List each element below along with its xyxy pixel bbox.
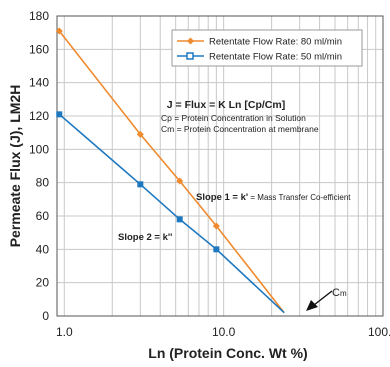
cm-arrow-line	[313, 290, 333, 306]
cm-definition: Cm = Protein Concentration at membrane	[161, 124, 319, 134]
data-point-series-1	[212, 222, 220, 230]
x-tick-label: 10.0	[212, 325, 236, 339]
axes: 0 20 40 60 80 100 120 140 160 180 1.0 10.0 100.0 Ln (…	[7, 9, 390, 361]
y-tick-label: 140	[29, 76, 49, 90]
data-point-series-1	[136, 130, 144, 138]
cm-label: Cm	[332, 287, 347, 299]
x-tick-label: 1.0	[56, 325, 73, 339]
y-axis-title: Permeate Flux (J), LM2H	[7, 85, 23, 248]
data-point-series-2	[56, 111, 63, 118]
y-tick-label: 20	[36, 276, 50, 290]
series-line-1	[58, 30, 285, 314]
data-point-series-2	[137, 181, 144, 188]
legend-marker	[187, 37, 194, 45]
y-tick-label: 0	[42, 309, 49, 323]
slope2-label: Slope 2 = k''	[118, 232, 172, 243]
x-tick-label: 100.0	[368, 325, 390, 339]
y-tick-label: 180	[29, 9, 49, 23]
data-point-series-2	[176, 216, 183, 223]
data-point-series-2	[213, 246, 220, 253]
y-tick-label: 100	[29, 142, 49, 156]
y-tick-label: 80	[36, 176, 50, 190]
legend-label: Retentate Flow Rate: 80 ml/min	[209, 37, 342, 48]
slope1-description: = Mass Transfer Co-efficient	[248, 193, 351, 202]
cm-label-c: C	[332, 287, 340, 299]
formula-text: J = Flux = K Ln [Cp/Cm]	[167, 99, 285, 111]
cm-label-m: m	[340, 289, 347, 298]
series-group	[55, 27, 285, 314]
annotations: J = Flux = K Ln [Cp/Cm] Cp = Protein Conc…	[118, 99, 351, 311]
legend-label: Retentate Flow Rate: 50 ml/min	[209, 52, 342, 63]
data-point-series-1	[176, 177, 184, 185]
cp-definition: Cp = Protein Concentration in Solution	[161, 113, 306, 123]
legend-marker	[186, 52, 194, 60]
legend-box	[171, 29, 363, 67]
data-point-series-1	[55, 27, 63, 35]
plot-frame	[56, 15, 384, 317]
y-tick-label: 120	[29, 109, 49, 123]
slope1-label: Slope 1 = k'	[196, 192, 248, 203]
x-axis-title: Ln (Protein Conc. Wt %)	[148, 345, 307, 361]
slope1-annotation: Slope 1 = k' = Mass Transfer Co-efficien…	[196, 192, 351, 203]
y-tick-label: 60	[36, 209, 50, 223]
y-tick-label: 40	[36, 242, 50, 256]
legend: Retentate Flow Rate: 80 ml/min Retentate …	[171, 29, 363, 67]
y-tick-label: 160	[29, 42, 49, 56]
cm-arrow-head	[306, 300, 318, 311]
